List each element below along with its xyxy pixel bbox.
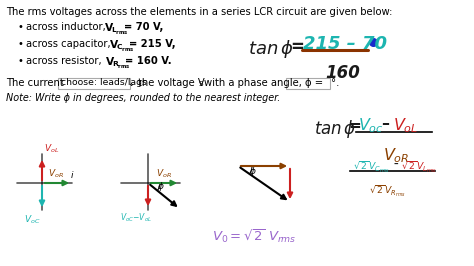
Text: $\mathbf{V}_{\!\mathbf{R}_{\mathbf{rms}}}$: $\mathbf{V}_{\!\mathbf{R}_{\mathbf{rms}}…: [105, 56, 131, 71]
Text: Note: Write ϕ in degrees, rounded to the nearest integer.: Note: Write ϕ in degrees, rounded to the…: [6, 93, 280, 103]
Text: ⌄: ⌄: [127, 79, 134, 88]
Text: $\sqrt{2}\,V_{C_{rms}}$: $\sqrt{2}\,V_{C_{rms}}$: [353, 160, 390, 175]
Text: °.: °.: [331, 78, 339, 88]
Text: •: •: [18, 56, 24, 66]
Text: $V_{oC}{-}V_{oL}$: $V_{oC}{-}V_{oL}$: [120, 211, 152, 223]
Text: across inductor,: across inductor,: [26, 22, 109, 32]
Text: The current: The current: [6, 78, 64, 88]
Text: across resistor,: across resistor,: [26, 56, 105, 66]
Text: 160: 160: [325, 64, 360, 82]
Text: $V_{oR}$: $V_{oR}$: [48, 168, 64, 180]
Text: =: =: [348, 118, 361, 133]
Text: = 160 V.: = 160 V.: [125, 56, 172, 66]
Text: ϕ: ϕ: [250, 167, 256, 176]
Text: S: S: [199, 81, 204, 87]
Text: across capacitor,: across capacitor,: [26, 39, 114, 49]
Text: $V_{oL}$: $V_{oL}$: [393, 116, 419, 135]
Text: 215 – 70: 215 – 70: [303, 35, 387, 53]
Text: i: i: [71, 171, 73, 180]
Text: $V_0 = \sqrt{2}\ V_{rms}$: $V_0 = \sqrt{2}\ V_{rms}$: [212, 227, 297, 245]
Text: $\mathbf{V}_{\!\mathbf{L}_{\mathbf{rms}}}$: $\mathbf{V}_{\!\mathbf{L}_{\mathbf{rms}}…: [104, 22, 129, 37]
Text: $V_{oc}$: $V_{oc}$: [358, 116, 384, 135]
Text: •: •: [18, 22, 24, 32]
Text: $\mathit{tan\,\phi}$: $\mathit{tan\,\phi}$: [314, 118, 356, 140]
Text: $\sqrt{2}\,V_{R_{rms}}$: $\sqrt{2}\,V_{R_{rms}}$: [369, 184, 406, 199]
Text: = 70 V,: = 70 V,: [124, 22, 164, 32]
Text: with a phase angle, ϕ =: with a phase angle, ϕ =: [204, 78, 323, 88]
FancyBboxPatch shape: [58, 78, 130, 89]
Text: $V_{oR}$: $V_{oR}$: [156, 168, 172, 180]
Text: choose: leads/lags: choose: leads/lags: [61, 78, 147, 87]
Text: ϕ: ϕ: [158, 182, 164, 191]
Text: –: –: [381, 116, 389, 131]
Text: $\sqrt{2}\,V_{L_{rms}}$: $\sqrt{2}\,V_{L_{rms}}$: [401, 160, 437, 175]
Text: = 215 V,: = 215 V,: [129, 39, 176, 49]
Text: $\mathit{tan\,\phi}$: $\mathit{tan\,\phi}$: [248, 38, 294, 60]
Text: •: •: [18, 39, 24, 49]
Text: $\mathbf{V}_{\!\mathbf{C}_{\mathbf{rms}}}$: $\mathbf{V}_{\!\mathbf{C}_{\mathbf{rms}}…: [109, 39, 135, 54]
Text: the voltage V: the voltage V: [138, 78, 205, 88]
Text: =: =: [290, 38, 304, 56]
Text: $V_{oC}$: $V_{oC}$: [24, 213, 40, 226]
Text: The rms voltages across the elements in a series LCR circuit are given below:: The rms voltages across the elements in …: [6, 7, 392, 17]
Text: $V_{oR}$: $V_{oR}$: [383, 146, 410, 165]
Text: –: –: [394, 160, 399, 169]
Text: $V_{oL}$: $V_{oL}$: [44, 143, 59, 155]
FancyBboxPatch shape: [286, 78, 330, 89]
